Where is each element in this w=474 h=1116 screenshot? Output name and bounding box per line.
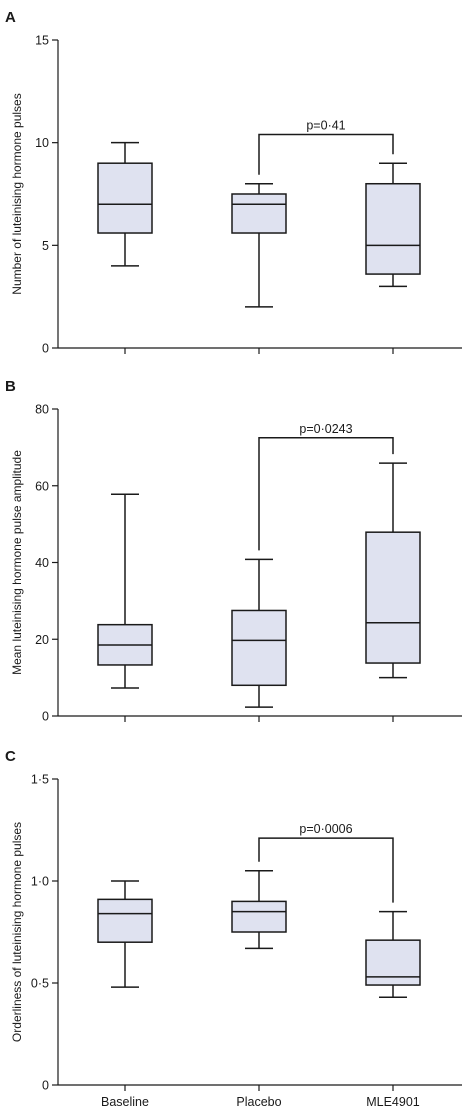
y-tick-label: 5	[42, 239, 49, 253]
p-value-label: p=0·0243	[299, 422, 352, 436]
iqr-box	[365, 939, 421, 986]
iqr-box	[97, 162, 153, 234]
y-tick-label: 15	[35, 34, 49, 48]
box-baseline	[97, 141, 153, 267]
y-axis-title: Number of luteinising hormone pulses	[10, 93, 24, 294]
box-placebo	[231, 558, 287, 708]
panel-a: A 0 5 10 15 Number of luteinising hormone pul…	[5, 9, 462, 356]
y-tick-label: 40	[35, 556, 49, 570]
y-tick-label: 60	[35, 479, 49, 493]
panel-c: C 0 0·5 1·0 1·5 Orderliness of luteinising ho…	[5, 748, 462, 1109]
p-value-label: p=0·0006	[299, 822, 352, 836]
x-tick-label: Baseline	[101, 1095, 149, 1109]
iqr-box	[231, 609, 287, 687]
box-mle4901	[365, 910, 421, 999]
iqr-box	[231, 193, 287, 234]
box-mle4901	[365, 462, 421, 679]
significance-bracket	[258, 837, 394, 903]
y-tick-label: 0	[42, 710, 49, 724]
y-tick-label: 1·0	[31, 875, 49, 889]
p-value-label: p=0·41	[306, 118, 345, 132]
y-axis-title: Orderliness of luteinising hormone pulse…	[10, 822, 24, 1042]
significance-bracket	[258, 437, 394, 551]
panel-label: C	[5, 748, 16, 765]
significance-bracket	[258, 133, 394, 175]
panel-b: B 0 20 40 60 80 Mean luteinising hormone pulse…	[5, 378, 462, 724]
y-tick-label: 0	[42, 1079, 49, 1093]
iqr-box	[97, 898, 153, 943]
x-tick-label: Placebo	[236, 1095, 281, 1109]
box-baseline	[97, 880, 153, 988]
y-tick-label: 20	[35, 633, 49, 647]
y-tick-label: 1·5	[31, 773, 49, 787]
y-tick-label: 0·5	[31, 977, 49, 991]
box-placebo	[231, 870, 287, 950]
box-baseline	[97, 493, 153, 689]
panel-label: B	[5, 378, 16, 395]
y-axis-title: Mean luteinising hormone pulse amplitude	[10, 450, 24, 675]
iqr-box	[365, 182, 421, 275]
x-tick-label: MLE4901	[366, 1095, 420, 1109]
iqr-box	[231, 900, 287, 933]
y-tick-label: 0	[42, 342, 49, 356]
box-mle4901	[365, 162, 421, 288]
y-tick-label: 10	[35, 136, 49, 150]
y-tick-label: 80	[35, 403, 49, 417]
iqr-box	[365, 531, 421, 664]
box-placebo	[231, 182, 287, 308]
panel-label: A	[5, 9, 16, 26]
